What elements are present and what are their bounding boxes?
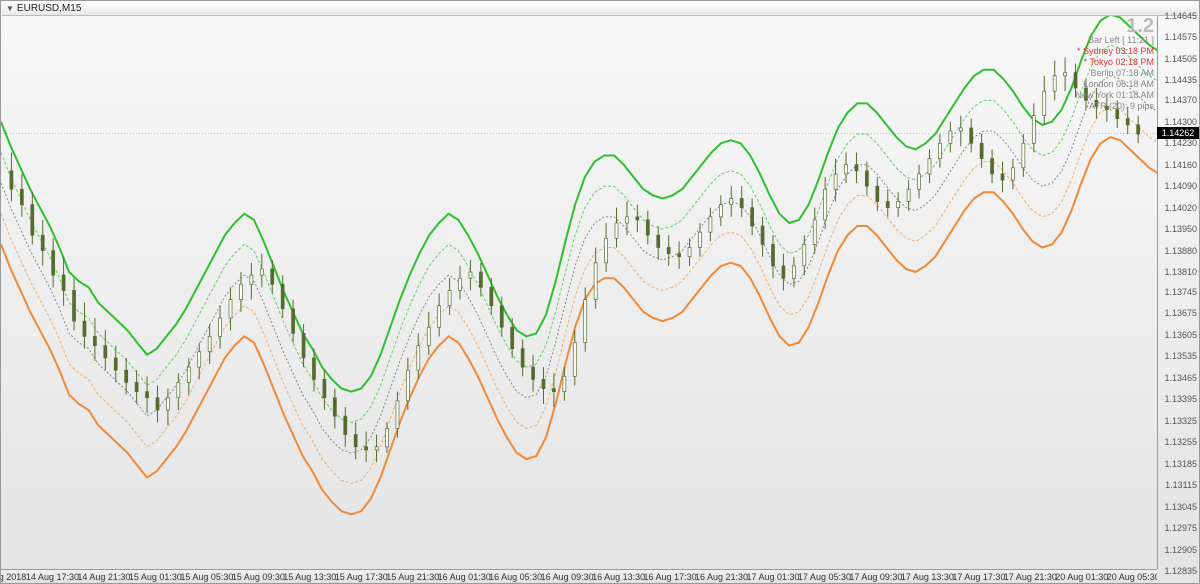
x-tick-label: 20 Aug 01:30 [1055, 572, 1108, 582]
y-tick-label: 1.14505 [1164, 54, 1197, 64]
y-tick-label: 1.14230 [1164, 138, 1197, 148]
x-tick-label: 15 Aug 21:30 [386, 572, 439, 582]
y-tick-label: 1.14370 [1164, 95, 1197, 105]
y-tick-label: 1.13255 [1164, 437, 1197, 447]
x-tick-label: 16 Aug 09:30 [541, 572, 594, 582]
y-tick-label: 1.13675 [1164, 308, 1197, 318]
x-tick-label: 16 Aug 05:30 [489, 572, 542, 582]
title-bar[interactable]: ▼ EURUSD,M15 [2, 2, 1198, 16]
x-tick-label: 17 Aug 13:30 [901, 572, 954, 582]
x-tick-label: 17 Aug 05:30 [798, 572, 851, 582]
x-tick-label: 15 Aug 17:30 [335, 572, 388, 582]
x-tick-label: 17 Aug 21:30 [1004, 572, 1057, 582]
info-row: Bar Left [ 11:21 ] [1075, 35, 1154, 46]
info-row: Berlin 07:18 AM [1075, 68, 1154, 79]
y-tick-label: 1.13880 [1164, 246, 1197, 256]
y-tick-label: 1.14575 [1164, 32, 1197, 42]
y-tick-label: 1.13950 [1164, 224, 1197, 234]
y-tick-label: 1.14160 [1164, 160, 1197, 170]
y-tick-label: 1.14435 [1164, 75, 1197, 85]
x-tick-label: 14 Aug 21:30 [77, 572, 130, 582]
x-tick-label: 17 Aug 01:30 [746, 572, 799, 582]
plot-area[interactable] [1, 16, 1157, 569]
chart-symbol-label: EURUSD,M15 [17, 3, 81, 14]
info-panel: 1.2 Bar Left [ 11:21 ]* Sydney 03:18 PM*… [1075, 17, 1154, 112]
y-tick-label: 1.13185 [1164, 459, 1197, 469]
x-tick-label: 20 Aug 05:30 [1107, 572, 1157, 582]
info-row: * Sydney 03:18 PM [1075, 46, 1154, 57]
x-tick-label: 15 Aug 01:30 [129, 572, 182, 582]
y-tick-label: 1.13745 [1164, 287, 1197, 297]
y-tick-label: 1.13395 [1164, 394, 1197, 404]
y-tick-label: 1.13045 [1164, 502, 1197, 512]
y-tick-label: 1.12835 [1164, 566, 1197, 576]
info-row: New York 01:18 AM [1075, 90, 1154, 101]
y-tick-label: 1.14020 [1164, 203, 1197, 213]
spread-value: 1.2 [1075, 17, 1154, 35]
y-tick-label: 1.14645 [1164, 11, 1197, 21]
x-tick-label: 15 Aug 13:30 [283, 572, 336, 582]
x-tick-label: 16 Aug 13:30 [592, 572, 645, 582]
y-tick-label: 1.13465 [1164, 373, 1197, 383]
x-axis: 14 Aug 201814 Aug 17:3014 Aug 21:3015 Au… [1, 569, 1157, 583]
chart-canvas[interactable] [1, 16, 1157, 569]
y-tick-label: 1.13810 [1164, 267, 1197, 277]
current-price-flag: 1.14262 [1157, 127, 1199, 139]
info-row: * Tokyo 02:18 PM [1075, 57, 1154, 68]
x-tick-label: 17 Aug 17:30 [952, 572, 1005, 582]
x-tick-label: 14 Aug 17:30 [26, 572, 79, 582]
y-axis: 1.146451.145751.145051.144351.143701.143… [1157, 16, 1199, 569]
chart-window: ▼ EURUSD,M15 1.14645 1.14575 1.14505 1.1443… [0, 0, 1200, 584]
y-tick-label: 1.13605 [1164, 330, 1197, 340]
y-tick-label: 1.13325 [1164, 416, 1197, 426]
x-tick-label: 16 Aug 21:30 [695, 572, 748, 582]
info-row: ATR (20): 9 pips [1075, 101, 1154, 112]
x-tick-label: 14 Aug 2018 [1, 572, 26, 582]
y-tick-label: 1.14300 [1164, 117, 1197, 127]
dropdown-arrow-icon[interactable]: ▼ [6, 4, 14, 13]
y-tick-label: 1.13535 [1164, 351, 1197, 361]
x-tick-label: 17 Aug 09:30 [849, 572, 902, 582]
y-tick-label: 1.12905 [1164, 545, 1197, 555]
x-tick-label: 16 Aug 17:30 [644, 572, 697, 582]
info-row: London 06:18 AM [1075, 79, 1154, 90]
y-tick-label: 1.13115 [1165, 480, 1197, 490]
x-tick-label: 15 Aug 09:30 [232, 572, 285, 582]
x-tick-label: 15 Aug 05:30 [180, 572, 233, 582]
x-tick-label: 16 Aug 01:30 [438, 572, 491, 582]
y-tick-label: 1.12975 [1164, 523, 1197, 533]
y-tick-label: 1.14090 [1164, 181, 1197, 191]
